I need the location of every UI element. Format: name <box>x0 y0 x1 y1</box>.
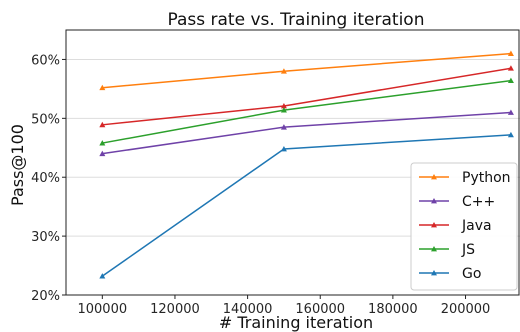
x-tick-label: 120000 <box>150 302 200 317</box>
data-point <box>280 145 287 152</box>
data-point <box>99 140 106 146</box>
chart-title: Pass rate vs. Training iteration <box>168 10 425 30</box>
legend-marker <box>431 222 437 228</box>
legend-label: Python <box>462 170 511 186</box>
data-point <box>99 150 106 157</box>
y-tick-label: 20% <box>31 289 60 304</box>
data-point <box>507 77 514 84</box>
legend-marker <box>431 246 437 252</box>
series-line-js <box>102 79 512 144</box>
y-axis-label: Pass@100 <box>8 124 27 206</box>
x-tick-label: 160000 <box>295 302 345 317</box>
data-point <box>507 65 514 71</box>
data-point <box>507 50 514 56</box>
legend-label: JS <box>461 242 475 258</box>
legend-marker <box>431 270 437 276</box>
data-point <box>280 68 287 74</box>
y-tick-label: 40% <box>31 171 60 186</box>
legend-marker <box>431 198 437 204</box>
data-point <box>280 102 287 109</box>
x-tick-label: 200000 <box>441 302 491 317</box>
x-tick-label: 100000 <box>77 302 127 317</box>
legend: Python C++ Java JS Go <box>410 162 518 291</box>
legend-marker <box>431 174 437 180</box>
x-tick-label: 140000 <box>223 302 273 317</box>
data-point <box>99 273 106 279</box>
data-point <box>507 109 514 115</box>
series-line-python <box>102 52 511 89</box>
y-axis-ticks: 20% 30% 40% 50% 60% <box>31 53 66 304</box>
legend-box <box>410 162 518 291</box>
data-point <box>507 131 514 138</box>
data-point <box>99 84 106 91</box>
legend-label: C++ <box>462 194 495 210</box>
y-tick-label: 60% <box>31 53 60 68</box>
legend-label: Go <box>462 266 481 282</box>
series-lines <box>99 50 514 279</box>
x-axis-ticks: 100000 120000 140000 160000 180000 200000 <box>77 295 490 317</box>
y-tick-label: 30% <box>31 230 60 245</box>
data-point <box>280 124 287 130</box>
plot-frame <box>65 29 520 296</box>
data-point <box>280 107 287 113</box>
x-tick-label: 180000 <box>368 302 418 317</box>
legend-label: Java <box>461 218 492 234</box>
x-axis-label: # Training iteration <box>219 313 373 332</box>
y-tick-label: 50% <box>31 112 60 127</box>
data-point <box>99 121 106 128</box>
